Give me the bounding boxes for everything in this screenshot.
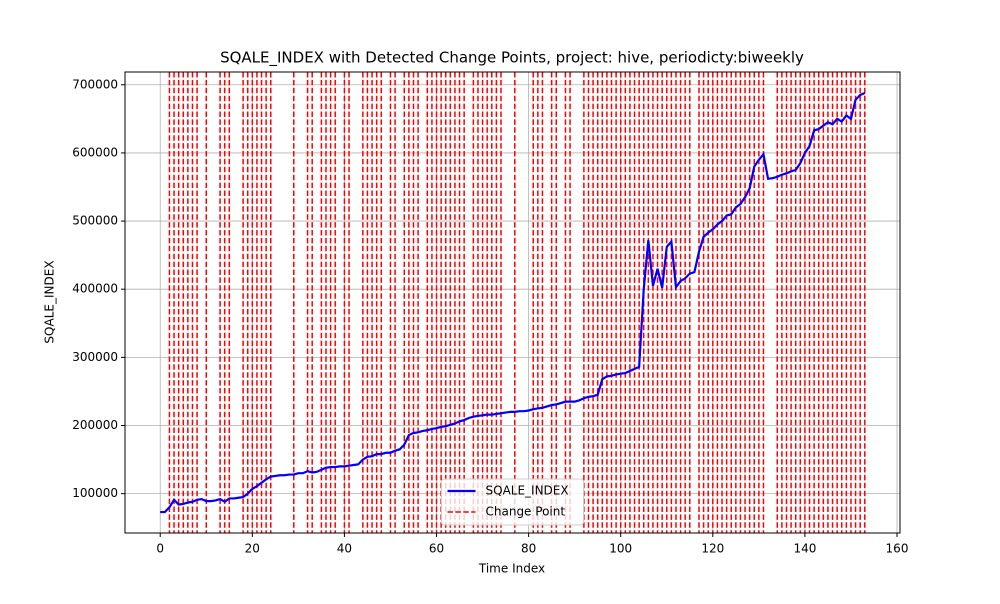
y-tick-label: 100000 [72,486,118,500]
legend-label: Change Point [486,505,566,519]
y-axis-label: SQALE_INDEX [43,260,57,343]
chart-title: SQALE_INDEX with Detected Change Points,… [220,49,804,68]
y-tick-label: 400000 [72,282,118,296]
y-tick-label: 700000 [72,77,118,91]
x-tick-label: 60 [429,542,444,556]
y-tick-label: 500000 [72,214,118,228]
legend-label: SQALE_INDEX [486,484,569,498]
y-tick-label: 200000 [72,418,118,432]
x-tick-label: 100 [609,542,632,556]
x-tick-label: 40 [337,542,352,556]
x-tick-label: 160 [886,542,909,556]
x-tick-label: 140 [793,542,816,556]
y-tick-label: 300000 [72,350,118,364]
legend-box [441,478,584,526]
x-tick-label: 0 [156,542,164,556]
y-tick-label: 600000 [72,145,118,159]
x-tick-label: 20 [245,542,260,556]
plot-frame [124,71,901,534]
x-tick-label: 120 [701,542,724,556]
data-line [160,91,866,514]
x-tick-label: 80 [521,542,536,556]
x-axis-label: Time Index [478,562,545,576]
